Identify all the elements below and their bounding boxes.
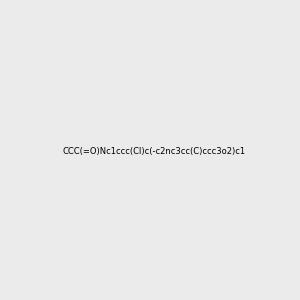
Text: CCC(=O)Nc1ccc(Cl)c(-c2nc3cc(C)ccc3o2)c1: CCC(=O)Nc1ccc(Cl)c(-c2nc3cc(C)ccc3o2)c1: [62, 147, 245, 156]
